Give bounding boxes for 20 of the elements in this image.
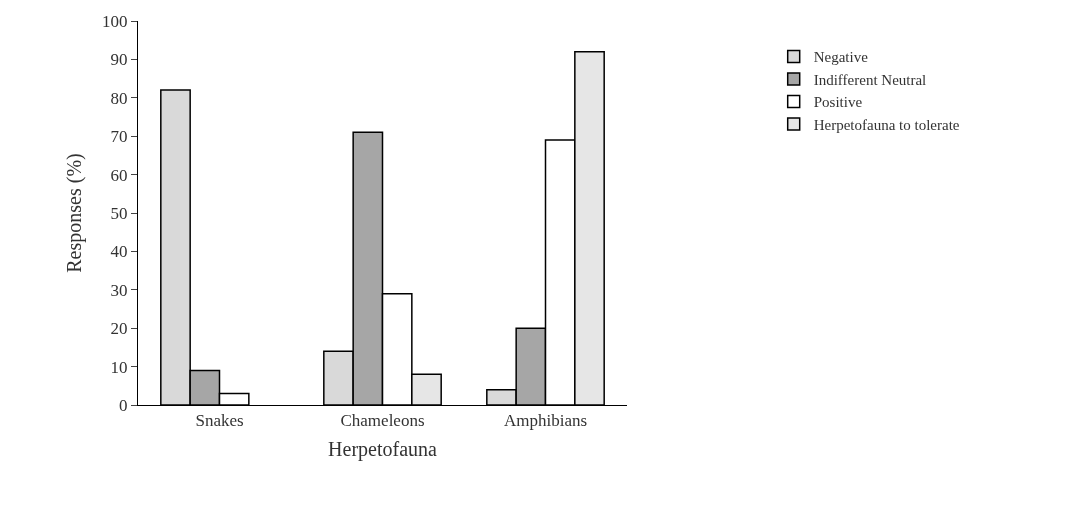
legend-label: Positive [813, 94, 863, 111]
legend-label: Negative [813, 49, 869, 66]
y-tick-label: 30 [110, 280, 128, 300]
y-tick-label: 70 [110, 127, 128, 147]
legend-label: Indifferent Neutral [813, 71, 927, 88]
x-tick-label: Chameleons [340, 411, 425, 431]
y-tick-label: 0 [119, 395, 128, 415]
y-tick-label: 80 [110, 88, 128, 108]
y-axis-title: Responses (%) [62, 153, 86, 273]
legend-label: Herpetofauna to tolerate [813, 116, 960, 133]
y-tick-label: 40 [110, 242, 128, 262]
y-tick-label: 60 [110, 165, 128, 185]
x-tick-label: Snakes [195, 411, 244, 431]
y-tick-label: 100 [102, 11, 128, 31]
x-axis-title: Herpetofauna [328, 437, 438, 461]
y-tick-label: 10 [110, 357, 128, 377]
y-tick-label: 50 [110, 203, 128, 223]
y-tick-label: 20 [110, 319, 128, 339]
x-tick-label: Amphibians [503, 411, 588, 431]
y-tick-label: 90 [110, 50, 128, 70]
